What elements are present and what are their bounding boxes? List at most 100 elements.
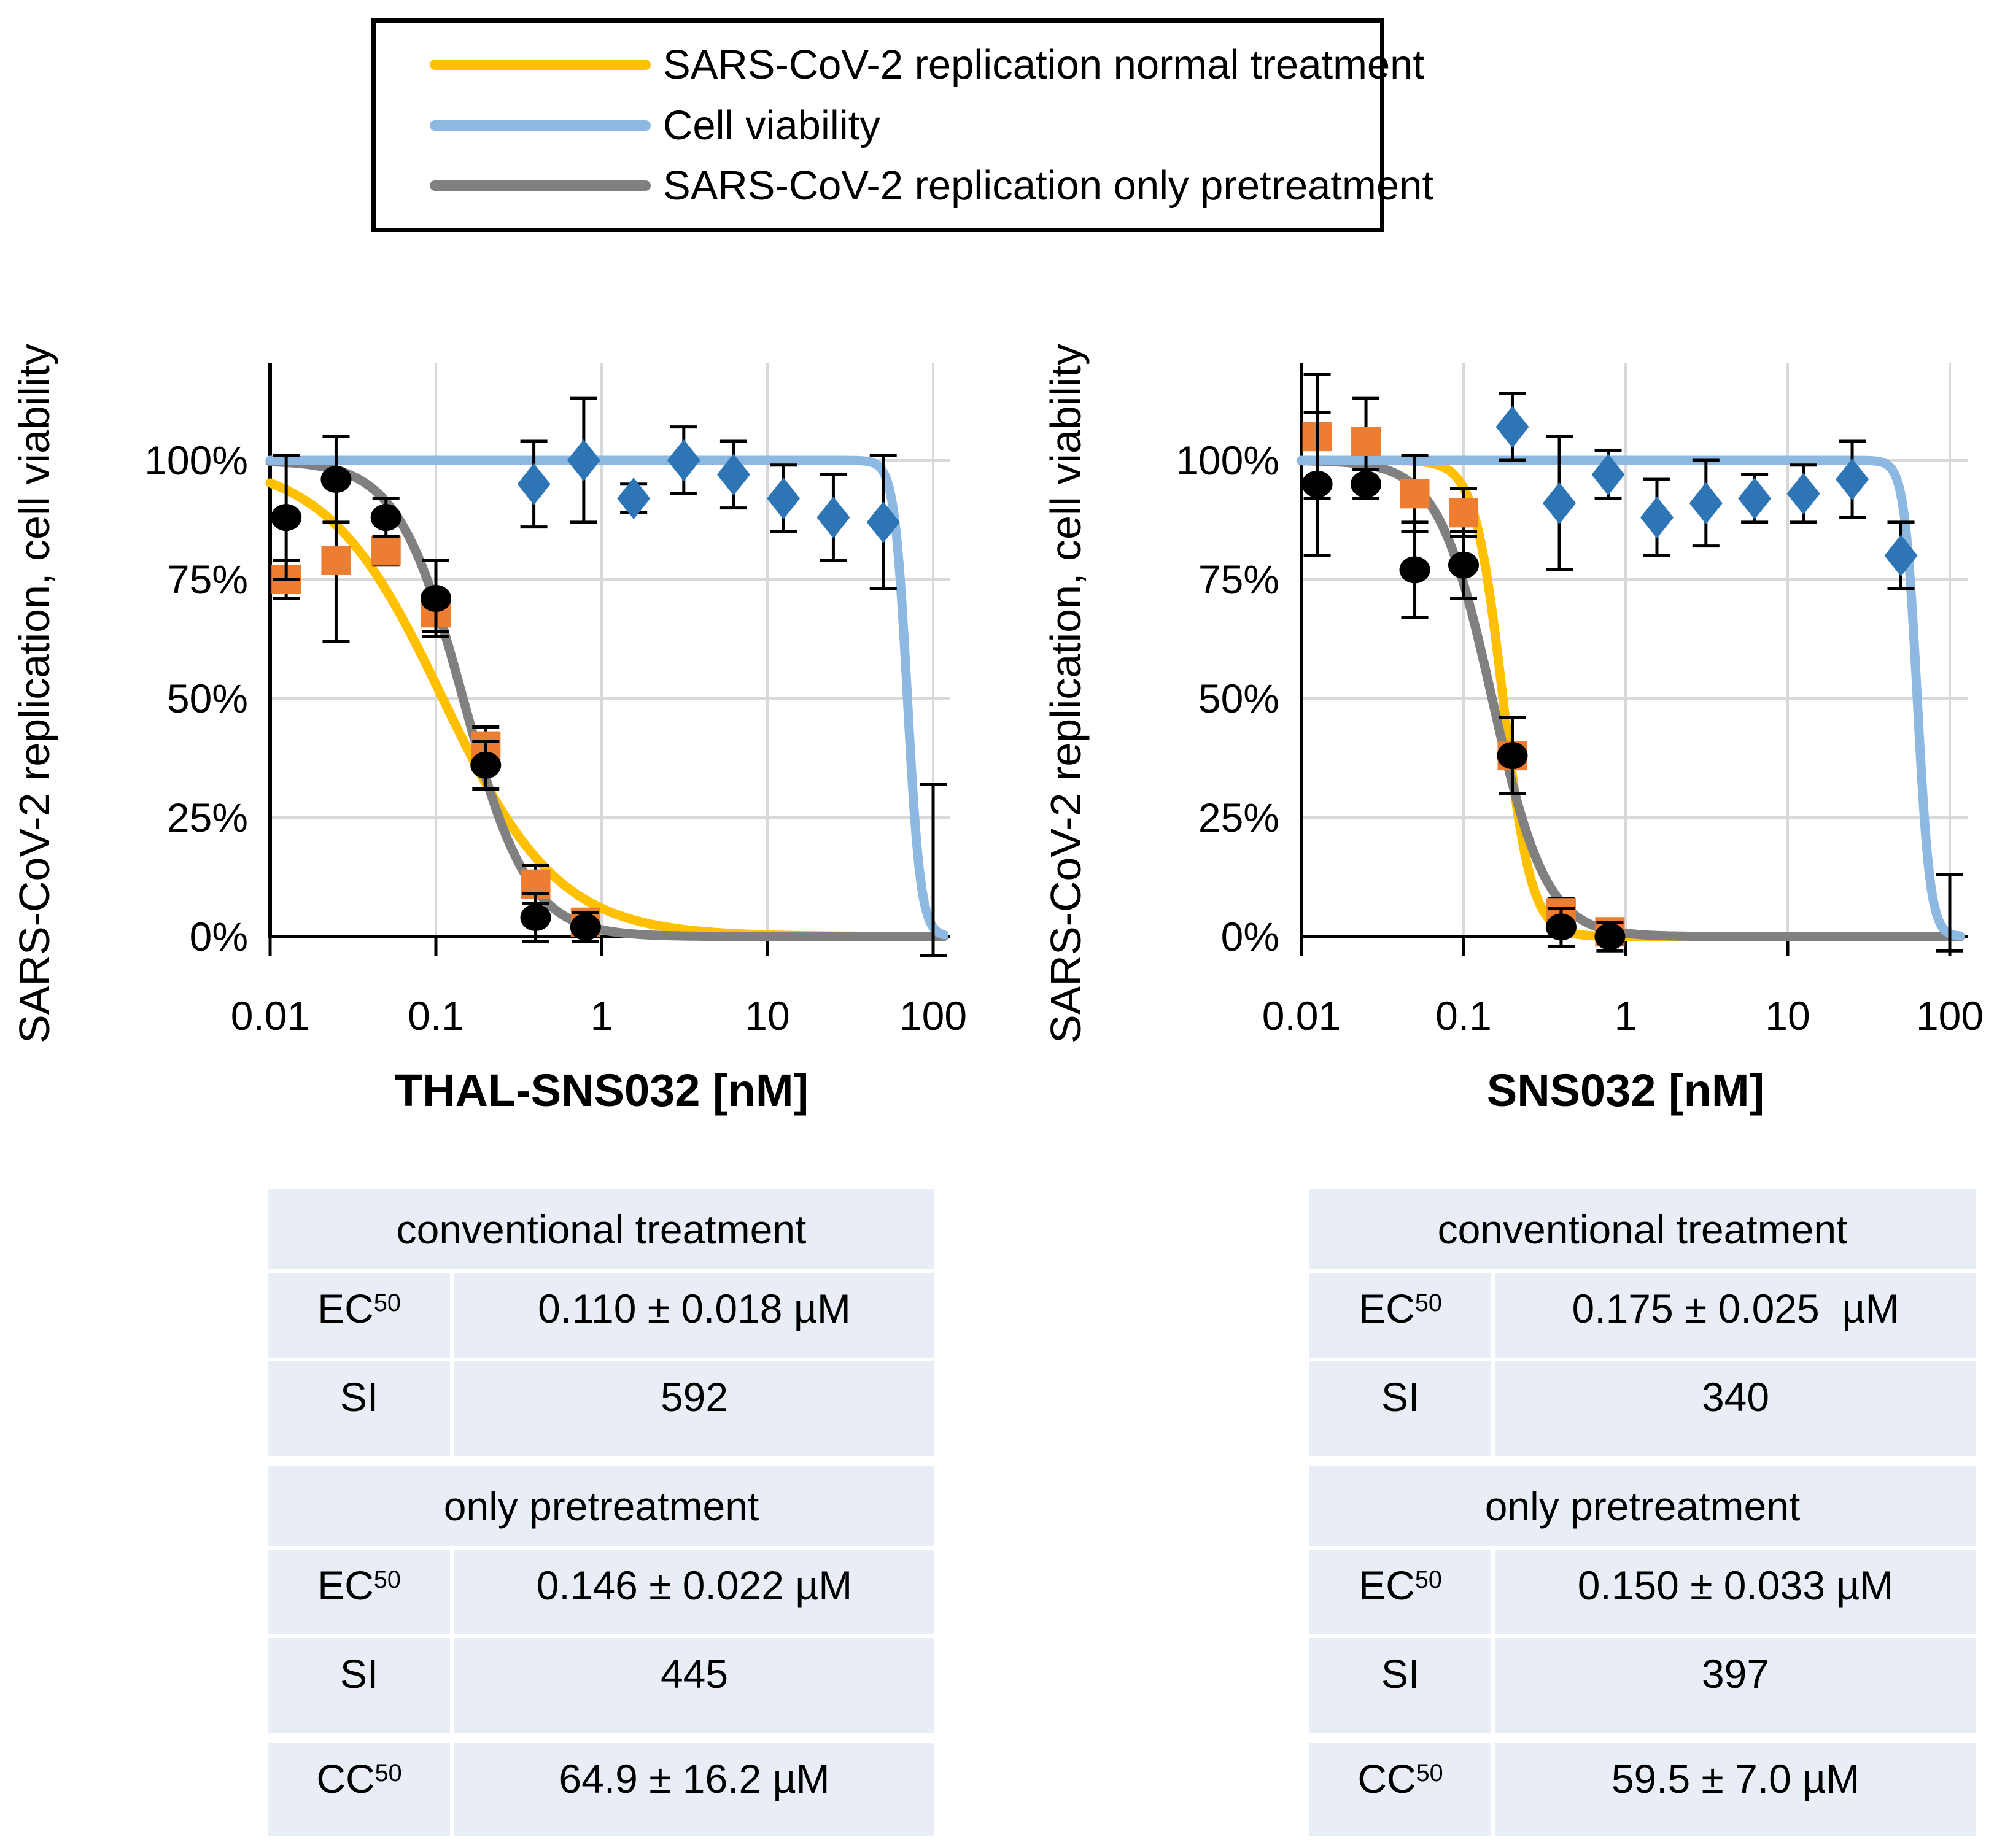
- data-point-circle: [421, 585, 451, 613]
- y-tick-label: 25%: [167, 795, 248, 840]
- x-tick-label: 10: [1765, 993, 1810, 1038]
- table-section-header: only pretreatment: [268, 1466, 934, 1546]
- parameter-name: CC: [1357, 1756, 1416, 1801]
- legend-item-label: SARS-CoV-2 replication normal treatment: [663, 41, 1425, 88]
- data-point-square: [371, 536, 401, 566]
- table-row: SI 340: [1309, 1361, 1976, 1456]
- x-tick-label: 100: [1916, 993, 1984, 1038]
- table-parameter-value: 0.175 ± 0.025 µM: [1495, 1273, 1976, 1358]
- data-point-diamond: [667, 439, 700, 481]
- data-point-diamond: [1836, 458, 1869, 501]
- y-tick-label: 75%: [1198, 557, 1279, 602]
- data-point-square: [1400, 479, 1430, 509]
- table-parameter-label: EC 50: [268, 1273, 450, 1358]
- legend-item-label: Cell viability: [663, 102, 880, 149]
- x-tick-label: 10: [745, 993, 789, 1038]
- table-row: CC 50 64.9 ± 16.2 µM: [268, 1743, 934, 1836]
- table-parameter-label: SI: [1309, 1361, 1491, 1456]
- table-parameter-value: 64.9 ± 16.2 µM: [454, 1743, 934, 1836]
- table-parameter-value: 445: [454, 1638, 934, 1733]
- data-point-circle: [1497, 742, 1528, 770]
- table-section-header: conventional treatment: [1309, 1189, 1976, 1269]
- table-section-header-row: only pretreatment: [268, 1466, 934, 1546]
- y-tick-label: 0%: [1221, 914, 1279, 959]
- x-tick-label: 100: [899, 993, 967, 1038]
- legend-item: Cell viability: [376, 102, 1380, 149]
- parameter-subscript: 50: [373, 1566, 401, 1593]
- data-point-diamond: [866, 501, 900, 543]
- table-parameter-value: 59.5 ± 7.0 µM: [1495, 1743, 1976, 1836]
- table-parameter-value: 0.146 ± 0.022 µM: [454, 1550, 934, 1634]
- data-point-diamond: [1786, 473, 1820, 515]
- y-axis-title: SARS-CoV-2 replication, cell viability: [1042, 344, 1090, 1043]
- legend-line-swatch: [430, 59, 651, 70]
- legend-line-swatch: [430, 120, 651, 131]
- y-tick-label: 50%: [1198, 676, 1279, 721]
- data-point-circle: [1351, 470, 1382, 498]
- parameter-name: CC: [316, 1756, 375, 1801]
- parameter-name: SI: [339, 1374, 379, 1420]
- fit-curve: [265, 478, 948, 941]
- data-point-circle: [1594, 923, 1626, 950]
- table-parameter-label: SI: [268, 1638, 450, 1733]
- data-point-diamond: [1495, 406, 1529, 448]
- table-parameter-value: 0.150 ± 0.033 µM: [1495, 1550, 1976, 1634]
- data-point-diamond: [1689, 482, 1723, 524]
- data-point-square: [1351, 426, 1381, 456]
- fit-curve: [1297, 455, 1965, 941]
- data-point-circle: [1448, 551, 1479, 579]
- data-point-diamond: [1640, 497, 1674, 539]
- legend-line-swatch: [430, 180, 651, 191]
- x-tick-label: 1: [591, 993, 613, 1038]
- data-point-diamond: [816, 497, 850, 539]
- table-parameter-label: SI: [268, 1361, 450, 1456]
- table-parameter-value: 0.110 ± 0.018 µM: [454, 1273, 934, 1358]
- table-section-header-row: only pretreatment: [1309, 1466, 1976, 1546]
- data-point-circle: [1301, 470, 1333, 498]
- table-parameter-label: EC 50: [1309, 1550, 1491, 1634]
- y-tick-label: 0%: [190, 914, 248, 959]
- data-point-circle: [271, 504, 302, 532]
- table-parameter-label: CC 50: [1309, 1743, 1491, 1836]
- data-point-diamond: [1543, 482, 1577, 524]
- table-row: SI 445: [268, 1638, 934, 1733]
- table-parameter-value: 592: [454, 1361, 934, 1456]
- data-point-circle: [570, 913, 601, 941]
- data-point-diamond: [1738, 477, 1772, 520]
- data-point-circle: [1545, 913, 1577, 941]
- parameter-name: SI: [339, 1651, 379, 1696]
- y-tick-label: 100%: [1176, 438, 1279, 483]
- table-row: SI 592: [268, 1361, 934, 1456]
- parameter-name: SI: [1381, 1374, 1420, 1420]
- data-point-diamond: [567, 439, 600, 481]
- table-row: EC 50 0.146 ± 0.022 µM: [268, 1550, 934, 1634]
- table-parameter-label: EC 50: [1309, 1273, 1491, 1358]
- table-parameter-value: 340: [1495, 1361, 1976, 1456]
- parameter-name: SI: [1381, 1651, 1420, 1696]
- legend-item-label: SARS-CoV-2 replication only pretreatment: [663, 163, 1433, 209]
- x-tick-label: 1: [1615, 993, 1637, 1038]
- sns032-results-table: conventional treatment EC 50 0.175 ± 0.025 …: [1309, 1189, 1976, 1836]
- parameter-name: EC: [317, 1286, 374, 1331]
- data-point-circle: [370, 504, 401, 532]
- table-section-header-row: conventional treatment: [1309, 1189, 1976, 1269]
- chart-legend: SARS-CoV-2 replication normal treatment C…: [371, 18, 1433, 232]
- table-section-header: only pretreatment: [1309, 1466, 1976, 1546]
- table-row: EC 50 0.150 ± 0.033 µM: [1309, 1550, 1976, 1634]
- parameter-subscript: 50: [1414, 1289, 1442, 1316]
- data-point-diamond: [1884, 535, 1918, 577]
- table-parameter-value: 397: [1495, 1638, 1976, 1733]
- y-tick-label: 25%: [1198, 795, 1279, 840]
- parameter-name: EC: [317, 1563, 374, 1608]
- data-point-circle: [320, 466, 352, 493]
- table-section-header: conventional treatment: [268, 1189, 934, 1269]
- x-tick-label: 0.1: [1435, 993, 1492, 1038]
- parameter-name: EC: [1359, 1286, 1415, 1331]
- x-axis-title: THAL-SNS032 [nM]: [395, 1065, 809, 1116]
- x-tick-label: 0.01: [1262, 993, 1341, 1038]
- y-axis-title: SARS-CoV-2 replication, cell viability: [10, 344, 58, 1043]
- legend-item: SARS-CoV-2 replication only pretreatment: [376, 162, 1433, 209]
- table-row: CC 50 59.5 ± 7.0 µM: [1309, 1743, 1976, 1836]
- table-parameter-label: SI: [1309, 1638, 1491, 1733]
